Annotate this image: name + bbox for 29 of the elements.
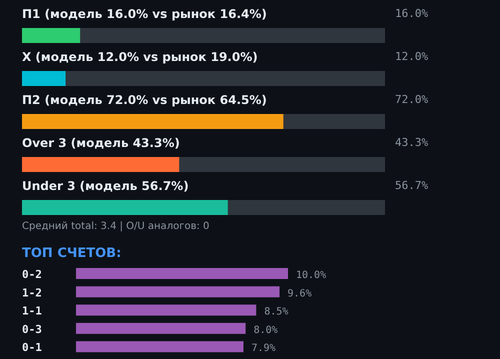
data-label: 12.0% <box>395 50 428 63</box>
y-tick-label: Over 3 (модель 43.3%) <box>22 136 180 150</box>
text: Средний total: 3.4 | O/U аналогов: 0 <box>22 221 210 232</box>
data-label: 9.6% <box>288 288 312 300</box>
bar <box>76 304 256 316</box>
y-tick-label: П2 (модель 72.0% vs рынок 64.5%) <box>22 93 267 107</box>
data-label: 72.0% <box>395 93 428 106</box>
y-tick-label: X (модель 12.0% vs рынок 19.0%) <box>22 50 258 64</box>
y-tick-label: 0-1 <box>22 341 42 354</box>
bar <box>76 286 280 298</box>
data-label: 8.0% <box>254 324 278 336</box>
y-tick-label: Under 3 (модель 56.7%) <box>22 179 189 193</box>
bar <box>76 341 244 352</box>
data-label: 43.3% <box>395 136 428 149</box>
y-tick-label: 0-2 <box>22 268 42 281</box>
data-label: 16.0% <box>395 7 428 20</box>
y-tick-label: 0-3 <box>22 322 42 336</box>
bar <box>22 71 66 86</box>
bar <box>76 268 288 279</box>
bar <box>76 322 246 334</box>
data-label: 56.7% <box>395 179 428 192</box>
chart-title: ТОП СЧЕТОВ: <box>22 246 122 261</box>
y-tick-label: 1-1 <box>22 304 42 318</box>
data-label: 7.9% <box>251 343 276 354</box>
bar <box>22 28 80 43</box>
y-tick-label: 1-2 <box>22 286 42 300</box>
data-label: 10.0% <box>296 270 326 281</box>
y-tick-label: П1 (модель 16.0% vs рынок 16.4%) <box>22 7 267 21</box>
data-label: 8.5% <box>264 306 288 318</box>
